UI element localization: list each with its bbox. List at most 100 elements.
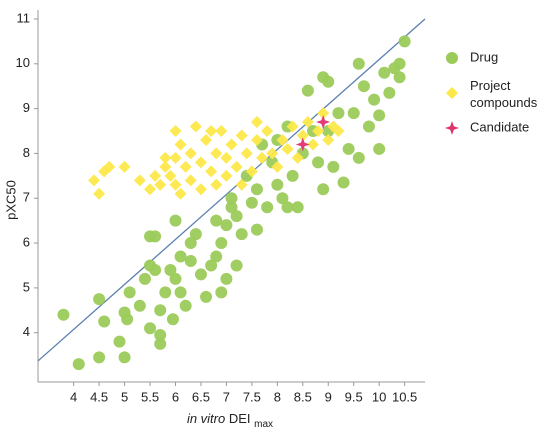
point xyxy=(296,129,309,142)
point xyxy=(179,299,192,312)
point xyxy=(362,120,375,133)
point xyxy=(276,192,289,205)
point xyxy=(123,286,136,299)
point xyxy=(215,286,228,299)
point xyxy=(205,165,218,178)
point xyxy=(174,250,187,263)
point xyxy=(286,169,299,182)
point xyxy=(194,156,207,169)
y-axis-label: pXC50 xyxy=(3,180,18,220)
point xyxy=(154,328,167,341)
legend-label: Candidate xyxy=(470,119,529,134)
legend-label: Drug xyxy=(470,49,498,64)
point xyxy=(189,228,202,241)
point xyxy=(220,151,233,164)
point xyxy=(235,228,248,241)
point xyxy=(281,142,294,155)
x-tick-label: 4 xyxy=(70,389,77,404)
point xyxy=(189,120,202,133)
point xyxy=(373,109,386,122)
legend-marker xyxy=(445,121,459,135)
point xyxy=(357,80,370,93)
x-tick-label: 5 xyxy=(121,389,128,404)
point xyxy=(169,178,182,191)
x-tick-label: 6 xyxy=(172,389,179,404)
point xyxy=(230,160,243,173)
point xyxy=(93,187,106,200)
point xyxy=(220,169,233,182)
point xyxy=(184,237,197,250)
y-tick-label: 10 xyxy=(16,55,30,70)
point xyxy=(286,120,299,133)
point xyxy=(174,187,187,200)
point xyxy=(306,138,319,151)
point xyxy=(352,151,365,164)
point xyxy=(245,165,258,178)
point xyxy=(240,147,253,160)
point xyxy=(93,351,106,364)
x-tick-label: 9.5 xyxy=(345,389,363,404)
point xyxy=(144,183,157,196)
point xyxy=(210,250,223,263)
point xyxy=(225,192,238,205)
point xyxy=(194,183,207,196)
point xyxy=(164,263,177,276)
point xyxy=(256,151,269,164)
point xyxy=(72,358,85,371)
point xyxy=(317,107,330,120)
point xyxy=(113,335,126,348)
y-tick-label: 11 xyxy=(17,10,31,25)
point xyxy=(133,299,146,312)
x-tick-label: 6.5 xyxy=(192,389,210,404)
point xyxy=(342,142,355,155)
point xyxy=(347,107,360,120)
trend-line xyxy=(37,18,426,362)
x-axis-label-italic: in vitro xyxy=(187,411,225,426)
point xyxy=(250,183,263,196)
x-tick-label: 5.5 xyxy=(141,389,159,404)
point xyxy=(118,160,131,173)
point xyxy=(230,210,243,223)
point xyxy=(184,254,197,267)
point xyxy=(184,174,197,187)
point xyxy=(352,57,365,70)
point xyxy=(291,201,304,214)
point xyxy=(245,196,258,209)
point xyxy=(215,237,228,250)
point xyxy=(98,315,111,328)
point xyxy=(316,115,331,130)
point xyxy=(159,160,172,173)
point xyxy=(210,178,223,191)
x-tick-label: 7 xyxy=(223,389,230,404)
point xyxy=(378,66,391,79)
point xyxy=(322,75,335,88)
x-axis-label-main: DEI xyxy=(229,411,251,426)
point xyxy=(149,169,162,182)
point xyxy=(383,86,396,99)
x-tick-label: 8.5 xyxy=(294,389,312,404)
legend-marker xyxy=(446,52,458,64)
point xyxy=(271,160,284,173)
point xyxy=(57,308,70,321)
point xyxy=(271,178,284,191)
point xyxy=(312,156,325,169)
point xyxy=(159,151,172,164)
point xyxy=(164,169,177,182)
point xyxy=(194,268,207,281)
y-tick-label: 7 xyxy=(23,190,30,205)
point xyxy=(261,201,274,214)
legend-marker xyxy=(446,87,458,99)
point xyxy=(93,293,106,306)
point xyxy=(266,147,279,160)
point xyxy=(169,214,182,227)
x-axis-label: in vitro DEI max xyxy=(187,411,273,429)
y-tick-label: 5 xyxy=(23,279,30,294)
point xyxy=(301,116,314,129)
point xyxy=(393,71,406,84)
point xyxy=(200,133,213,146)
point xyxy=(220,272,233,285)
point xyxy=(166,313,179,326)
point xyxy=(179,160,192,173)
point xyxy=(118,351,131,364)
